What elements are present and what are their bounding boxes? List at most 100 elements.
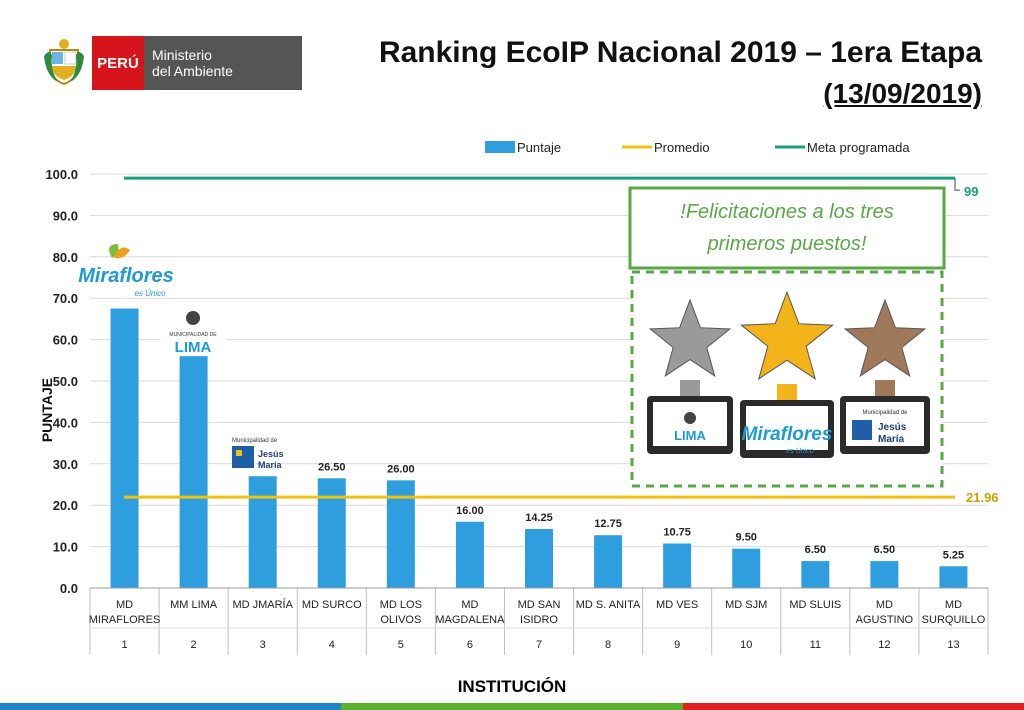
trophy-lima-logo: LIMA xyxy=(674,428,706,443)
y-tick-label: 10.0 xyxy=(53,540,78,555)
page-title: Ranking EcoIP Nacional 2019 – 1era Etapa xyxy=(378,36,982,69)
jesus-maria-shield-icon xyxy=(232,446,254,468)
bottom-bar-red xyxy=(682,703,1024,710)
bottom-bar-blue xyxy=(0,703,342,710)
lima-crest-icon xyxy=(186,311,200,325)
bottom-bar-green xyxy=(341,703,683,710)
bar xyxy=(870,561,899,588)
y-tick-label: 60.0 xyxy=(53,333,78,348)
category-label: MAGDALENA xyxy=(435,614,505,626)
legend-label: Promedio xyxy=(654,140,710,155)
bar-value-label: 10.75 xyxy=(663,526,691,538)
category-label: AGUSTINO xyxy=(856,614,914,626)
category-label: OLIVOS xyxy=(380,614,421,626)
bar-value-label: 6.50 xyxy=(874,544,895,556)
trophy-miraflores-logo: Miraflores xyxy=(742,424,833,445)
bar-value-label: 26.50 xyxy=(318,461,346,473)
rank-label: 7 xyxy=(536,639,542,651)
jesus-maria-logo-text: Jesús xyxy=(258,449,284,459)
trophy-jesus-maria-shield-icon xyxy=(852,420,872,440)
trophy-stem xyxy=(680,380,700,398)
bottom-color-bar xyxy=(0,703,1024,710)
bar xyxy=(248,476,277,588)
category-label: MM LIMA xyxy=(170,599,218,611)
bar-value-label: 14.25 xyxy=(525,512,553,524)
jesus-maria-shield-detail xyxy=(236,450,242,456)
trophy-jesus-maria-text: Jesús xyxy=(878,422,907,433)
rank-label: 3 xyxy=(260,639,266,651)
bar xyxy=(179,356,208,588)
miraflores-logo-text: Miraflores xyxy=(78,265,174,287)
rank-label: 2 xyxy=(191,639,197,651)
peru-label: PERÚ xyxy=(92,36,144,90)
jesus-maria-logo-caption: Municipalidad de xyxy=(232,438,278,444)
y-tick-label: 40.0 xyxy=(53,415,78,430)
trophy-stem xyxy=(875,380,895,398)
category-label: MD VES xyxy=(656,599,698,611)
y-axis-title: PUNTAJE xyxy=(39,378,55,442)
bar-value-label: 12.75 xyxy=(594,518,622,530)
coat-of-arms-icon xyxy=(44,39,84,86)
category-label: MD LOS xyxy=(380,599,422,611)
bar xyxy=(110,308,139,588)
bar xyxy=(317,478,346,588)
y-tick-label: 50.0 xyxy=(53,374,78,389)
rank-label: 13 xyxy=(947,639,959,651)
category-label: MD xyxy=(116,599,133,611)
rank-label: 6 xyxy=(467,639,473,651)
bar-value-label: 5.25 xyxy=(943,549,964,561)
x-axis-title: INSTITUCIÓN xyxy=(457,677,567,696)
legend-label: Puntaje xyxy=(517,140,561,155)
page-subtitle: (13/09/2019) xyxy=(823,78,982,109)
bar xyxy=(594,535,623,588)
ministry-logo: PERÚ Ministerio del Ambiente xyxy=(42,36,302,90)
rank-label: 4 xyxy=(329,639,335,651)
category-label: MD xyxy=(945,599,962,611)
bar-value-label: 9.50 xyxy=(736,532,757,544)
trophy-stem xyxy=(777,384,797,402)
banner-box xyxy=(628,186,946,270)
rank-label: 1 xyxy=(121,639,127,651)
category-label: MD SLUIS xyxy=(789,599,841,611)
rank-label: 10 xyxy=(740,639,752,651)
category-label: MD S. ANITA xyxy=(576,599,641,611)
category-label: MIRAFLORES xyxy=(89,614,161,626)
banner-text: primeros puestos! xyxy=(707,233,867,255)
trophy-jesus-maria-text: María xyxy=(878,434,905,445)
category-label: ISIDRO xyxy=(520,614,558,626)
legend-label: Meta programada xyxy=(807,140,910,155)
banner-text: !Felicitaciones a los tres xyxy=(680,201,893,223)
rank-label: 8 xyxy=(605,639,611,651)
bar xyxy=(455,521,484,588)
bar xyxy=(732,548,761,588)
trophy-miraflores-tagline: es Único xyxy=(786,446,813,455)
y-tick-label: 100.0 xyxy=(45,167,78,182)
bar xyxy=(525,529,553,588)
category-label: MD SAN xyxy=(518,599,561,611)
miraflores-logo-tagline: es Único xyxy=(134,289,166,298)
ministry-name: Ministerio del Ambiente xyxy=(144,36,302,90)
trophy-star-icon xyxy=(843,298,927,378)
lima-logo-caption: MUNICIPALIDAD DE xyxy=(169,332,217,338)
bar xyxy=(663,543,692,588)
category-label: MD JMARÍA xyxy=(232,598,293,611)
average-value-label: 21.96 xyxy=(966,490,999,505)
category-label: MD SURCO xyxy=(302,599,362,611)
rank-label: 12 xyxy=(878,639,890,651)
category-label: MD xyxy=(876,599,893,611)
rank-label: 9 xyxy=(674,639,680,651)
category-label: SURQUILLO xyxy=(922,614,986,626)
ministry-line-1: Ministerio xyxy=(152,47,212,63)
target-value-label: 99 xyxy=(964,184,978,199)
lima-logo-text: LIMA xyxy=(175,339,212,356)
y-tick-label: 80.0 xyxy=(53,250,78,265)
category-label: MD xyxy=(461,599,478,611)
trophy-star-icon xyxy=(739,290,835,380)
target-leader-line xyxy=(954,178,960,191)
trophy-lima-crest-icon xyxy=(684,412,696,424)
y-tick-label: 0.0 xyxy=(60,581,78,596)
trophy-jesus-maria-caption: Municipalidad de xyxy=(862,410,908,416)
category-label: MD SJM xyxy=(725,599,767,611)
y-tick-label: 30.0 xyxy=(53,457,78,472)
